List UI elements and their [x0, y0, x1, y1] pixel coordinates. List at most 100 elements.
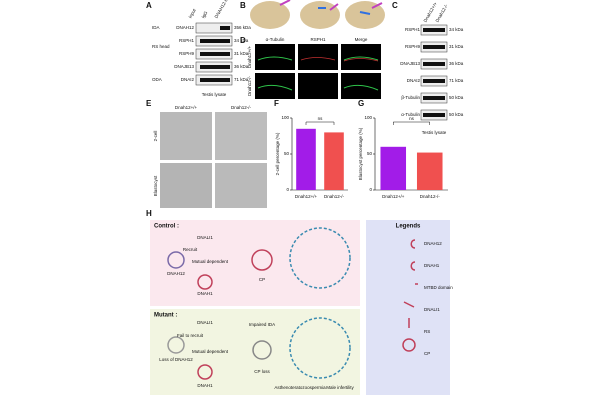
column-label: α-Tubulin [266, 37, 285, 42]
y-tick-label: 100 [364, 115, 372, 120]
protein-label: α-Tubulin [401, 112, 420, 117]
group-label: ODA [152, 77, 162, 82]
legend-label: DNALI1 [424, 307, 440, 312]
panel-label: B [240, 1, 246, 10]
band [423, 62, 445, 66]
panel-label: D [240, 36, 246, 45]
band [423, 28, 445, 32]
band [423, 45, 445, 49]
group-label: RS head [152, 44, 170, 49]
schematic-label: DNALI1 [197, 320, 213, 325]
size-label: 31 kDa [234, 51, 249, 56]
bar [324, 132, 344, 190]
band [423, 79, 445, 83]
annotation: ns [409, 116, 415, 121]
row-label: Blastocyst [153, 175, 158, 196]
band [200, 65, 230, 69]
column-label: Dnah12-/- [231, 105, 252, 110]
protein-label: DNAJB13 [174, 64, 194, 69]
schematic-label: Mutual dependent [192, 259, 229, 264]
protein-label: RSPH9 [179, 51, 195, 56]
control-box [150, 220, 360, 306]
column-label: Merge [355, 37, 368, 42]
size-label: 36 kDa [449, 61, 464, 66]
schematic-label: Recruit [183, 247, 198, 252]
column-label: RSPH1 [310, 37, 326, 42]
y-tick-label: 100 [281, 115, 289, 120]
panel-label: C [392, 1, 398, 10]
band [200, 52, 230, 56]
schematic-label: Loss of DNAH12 [159, 357, 193, 362]
legend-label: RS [424, 329, 430, 334]
x-tick-label: Dnah12+/+ [382, 194, 405, 199]
column-label: Dnah12+/+ [175, 105, 198, 110]
band [200, 78, 230, 82]
row-label: Dnah12-/- [247, 75, 252, 96]
bar [296, 128, 316, 190]
y-tick-label: 50 [367, 151, 373, 156]
mutant-box [150, 309, 360, 395]
size-label: 34 kDa [234, 38, 249, 43]
legend-box [366, 220, 450, 395]
legend-title: Legends [396, 224, 421, 230]
band [220, 26, 230, 30]
column-label: Input [188, 7, 198, 19]
significance-bracket [393, 121, 430, 125]
size-label: 36 kDa [234, 64, 249, 69]
band [200, 39, 230, 43]
y-axis-label: 2-cell percentage (%) [275, 132, 280, 175]
schematic-label: Impaired IDA [249, 322, 275, 327]
legend-label: DNAH12 [424, 241, 442, 246]
annotation: ns [318, 116, 324, 121]
band [423, 113, 445, 117]
section-label: Mutant : [154, 313, 177, 319]
column-label: IgG [201, 10, 209, 19]
legend-label: MTBD domain [424, 285, 453, 290]
protein-label: DNAI2 [407, 78, 421, 83]
size-label: 71 kDa [234, 77, 249, 82]
size-label: 50 kDa [449, 112, 464, 117]
size-label: 31 kDa [449, 44, 464, 49]
protein-label: DNAI2 [181, 77, 195, 82]
panel-label: F [274, 99, 279, 108]
footer: Testis lysate [202, 92, 227, 97]
significance-bracket [305, 121, 335, 125]
schematic-label: DNAH1 [197, 383, 213, 388]
band [423, 96, 445, 100]
protein-label: RSPH1 [405, 27, 421, 32]
schematic-label: DNAH1 [197, 291, 213, 296]
row-label: 2-cell [153, 131, 158, 142]
bar [380, 146, 407, 190]
size-label: 356 kDa [234, 25, 251, 30]
protein-label: DNAH12 [176, 25, 194, 30]
legend-label: CP [424, 351, 430, 356]
protein-label: RSPH9 [405, 44, 421, 49]
embryo-images [160, 112, 267, 208]
fluorescence-images [255, 44, 381, 99]
protein-label: RSPH1 [179, 38, 195, 43]
x-tick-label: Dnah12-/- [420, 194, 441, 199]
panel-label: G [358, 99, 364, 108]
schematic-label: DNAH12 [167, 271, 185, 276]
schematic-label: Mutual dependent [192, 349, 229, 354]
y-tick-label: 0 [369, 187, 372, 192]
schematic-label: Male infertility [326, 385, 354, 390]
schematic [167, 227, 418, 380]
schematic-label: Asthenoteratozoospermia [274, 385, 326, 390]
y-tick-label: 50 [284, 151, 290, 156]
schematic-label: DNALI1 [197, 235, 213, 240]
schematic-label: CP [259, 277, 265, 282]
group-label: IDA [152, 25, 160, 30]
schematic-label: Fail to recruit [177, 333, 204, 338]
bar [416, 152, 443, 190]
panel-label: E [146, 99, 152, 108]
schematic-label: CP loss [254, 369, 270, 374]
size-label: 50 kDa [449, 95, 464, 100]
legend-label: DNAH1 [424, 263, 440, 268]
protein-structures [250, 0, 385, 29]
panel-label: A [146, 1, 152, 10]
row-label: Dnah12+/+ [247, 45, 252, 68]
section-label: Control : [154, 224, 179, 230]
y-tick-label: 0 [286, 187, 289, 192]
